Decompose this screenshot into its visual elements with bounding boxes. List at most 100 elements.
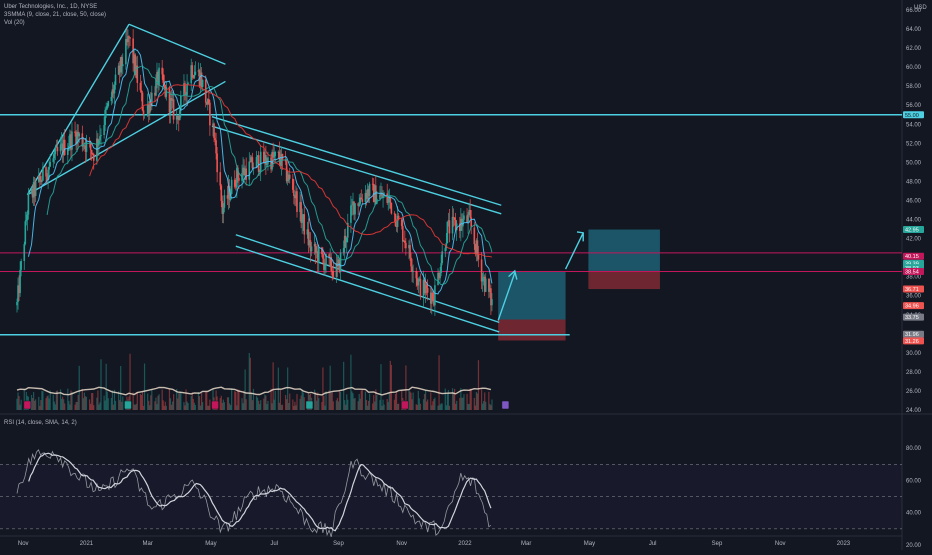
horizontal-levels[interactable] (0, 114, 902, 336)
volume-bar (444, 388, 446, 410)
candle-body (488, 278, 490, 292)
earnings-marker[interactable] (124, 400, 132, 410)
volume-bar (375, 389, 377, 410)
candle-body (27, 192, 30, 215)
candle-body (386, 193, 389, 203)
volume-bar (140, 394, 143, 410)
channel-upper-1[interactable] (211, 115, 502, 206)
earnings-marker[interactable] (211, 400, 219, 410)
candle-body (105, 108, 107, 110)
channel-lower-2[interactable] (235, 245, 500, 333)
candle-body (78, 133, 81, 137)
volume-bar (238, 389, 240, 410)
position-target-zone[interactable] (588, 229, 660, 271)
earnings-marker[interactable] (401, 400, 409, 410)
volume-bar (70, 390, 72, 410)
volume-bar (158, 394, 160, 410)
time-tick-label: Jul (270, 541, 278, 547)
volume-bar (170, 404, 173, 410)
moving-average-line (27, 48, 493, 295)
candle-body (470, 217, 473, 228)
time-axis[interactable]: Nov 2021 Mar May Jul Sep Nov 2022 Mar May Jul Sep No… (18, 541, 851, 547)
earnings-marker[interactable] (305, 400, 314, 410)
volume-bar (39, 405, 41, 410)
candle-body (62, 139, 65, 156)
candle-body (293, 189, 295, 197)
volume-bar (245, 399, 247, 410)
trendlines[interactable] (26, 23, 502, 333)
wedge-lower[interactable] (27, 80, 226, 196)
candle-body (272, 151, 274, 158)
volume-bar (415, 404, 417, 410)
price-label-box (903, 337, 924, 345)
rsi-legend: RSI (14, close, SMA, 14, 2) (4, 419, 77, 427)
price-tick-label: 28.00 (906, 370, 922, 376)
candle-body (463, 215, 465, 220)
candle-body (380, 192, 382, 195)
candle-body (476, 240, 479, 255)
candle-body (106, 106, 109, 109)
earnings-markers[interactable] (23, 400, 510, 410)
volume-bar (77, 394, 79, 410)
volume-bar (279, 389, 281, 410)
candle-body (401, 226, 404, 242)
candle-body (410, 257, 412, 267)
volume-bar (490, 405, 492, 410)
candle-body (467, 214, 469, 223)
indicator-rsi[interactable]: RSI (14, close, SMA, 14, 2) (4, 420, 77, 426)
channel-upper-2[interactable] (211, 125, 502, 215)
price-tick-label: 56.00 (906, 103, 922, 109)
position-boxes[interactable] (498, 229, 660, 341)
position-stop-zone[interactable] (588, 270, 660, 290)
projection-arrow-1[interactable] (497, 272, 516, 321)
indicator-volume[interactable]: Vol (20) (4, 20, 25, 26)
candle-body (177, 116, 180, 121)
candle-body (41, 180, 43, 183)
candle-body (74, 131, 76, 134)
volume-bar (91, 393, 93, 410)
volume-bar (235, 392, 237, 410)
candle-body (140, 90, 143, 93)
volume-bar (41, 390, 43, 410)
volume-bar (176, 388, 178, 410)
candle-body (330, 257, 333, 271)
price-tick-label: 36.00 (906, 294, 922, 300)
projection-arrow-1-head[interactable] (508, 269, 518, 280)
candle-body (31, 188, 34, 198)
candle-body (426, 287, 429, 293)
position-target-zone[interactable] (498, 270, 566, 320)
candle-body (63, 139, 66, 155)
volume-bar (110, 398, 112, 410)
candle-body (236, 167, 238, 187)
volume-bar (475, 391, 477, 410)
price-label-box (903, 285, 924, 293)
candle-body (49, 162, 51, 167)
candle-body (301, 219, 303, 223)
wedge-upper-right[interactable] (128, 23, 226, 65)
volume-bar (448, 405, 451, 410)
volume-bar (476, 393, 479, 410)
candle-body (418, 278, 421, 280)
volume-bar (325, 391, 327, 410)
candle-body (55, 146, 58, 148)
projection-arrow-2[interactable] (564, 232, 584, 270)
channel-lower-1[interactable] (235, 234, 500, 324)
wedge-upper-left[interactable] (26, 23, 130, 196)
indicator-3smma[interactable]: 3SMMA (9, close, 21, close, 50, close) (4, 12, 107, 18)
candle-body (125, 39, 127, 65)
candle-body (136, 65, 139, 83)
candle-body (118, 65, 121, 73)
moving-average-line (46, 65, 493, 286)
position-stop-zone[interactable] (498, 319, 566, 341)
volume-bar (258, 400, 260, 410)
symbol-title[interactable]: Uber Technologies, Inc., 1D, NYSE (4, 4, 98, 10)
earnings-marker[interactable] (501, 400, 510, 410)
volume-bar (34, 400, 36, 410)
projection-arrow-2-head[interactable] (576, 231, 584, 242)
projection-arrows[interactable] (497, 231, 584, 321)
candle-body (171, 99, 174, 101)
price-axis[interactable]: 24.0026.0028.0030.0032.0034.0036.0038.00… (906, 5, 927, 549)
chart-legend: Uber Technologies, Inc., 1D, NYSE 3SMMA … (4, 3, 106, 27)
earnings-marker[interactable] (23, 400, 32, 410)
